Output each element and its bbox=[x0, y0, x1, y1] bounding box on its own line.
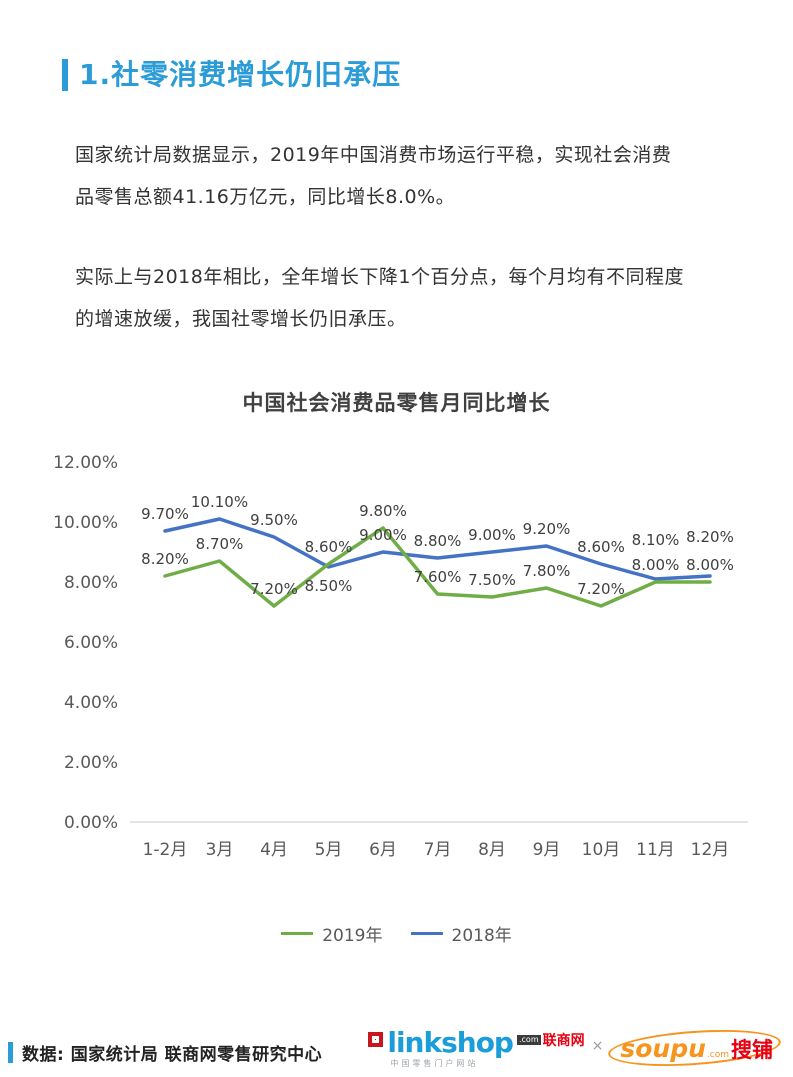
legend-item-2018: 2018年 bbox=[410, 921, 512, 946]
data-label: 9.00% bbox=[359, 526, 407, 544]
legend-swatch-2019 bbox=[281, 932, 314, 935]
data-label: 8.60% bbox=[577, 538, 625, 556]
series-line bbox=[163, 526, 712, 608]
linkshop-tagline: 中国零售门户网站 bbox=[390, 1059, 479, 1068]
data-label: 9.70% bbox=[141, 505, 189, 523]
soupu-chinese-name: 搜铺 bbox=[731, 1038, 773, 1062]
y-tick-label: 2.00% bbox=[64, 753, 118, 773]
linkshop-chinese-name: 联商网 bbox=[542, 1033, 585, 1049]
chart-title: 中国社会消费品零售月同比增长 bbox=[242, 391, 551, 415]
data-label: 9.00% bbox=[468, 526, 516, 544]
y-tick-label: 0.00% bbox=[64, 813, 118, 833]
linkshop-wordmark: linkshop bbox=[387, 1026, 514, 1059]
x-tick-label: 11月 bbox=[636, 840, 675, 860]
y-tick-label: 8.00% bbox=[64, 573, 118, 593]
chart-legend: 2019年 2018年 bbox=[0, 921, 793, 946]
legend-label-2019: 2019年 bbox=[322, 926, 383, 946]
x-tick-label: 4月 bbox=[260, 840, 288, 860]
data-label: 10.10% bbox=[191, 493, 248, 511]
page-title: 1.社零消费增长仍旧承压 bbox=[79, 58, 402, 91]
line-chart: 12.00% 10.00% 8.00% 6.00% 4.00% 2.00% 0.00% 1-2… bbox=[53, 453, 748, 860]
paragraph-2: 实际上与2018年相比，全年增长下降1个百分点，每个月均有不同程度 的增速放缓，… bbox=[75, 266, 684, 330]
data-source: 数据: 国家统计局 联商网零售研究中心 bbox=[8, 1040, 322, 1069]
logo-separator: × bbox=[591, 1038, 604, 1054]
legend-label-2018: 2018年 bbox=[451, 926, 512, 946]
linkshop-com-badge: .com bbox=[516, 1035, 541, 1045]
data-label: 7.20% bbox=[577, 580, 625, 598]
data-label: 7.20% bbox=[250, 580, 298, 598]
x-tick-label: 8月 bbox=[478, 840, 506, 860]
x-tick-label: 1-2月 bbox=[143, 840, 188, 860]
data-label: 8.00% bbox=[686, 556, 734, 574]
x-tick-label: 6月 bbox=[369, 840, 397, 860]
page-footer: 数据: 国家统计局 联商网零售研究中心 linkshop .com 联商网 中国… bbox=[0, 1025, 793, 1071]
data-label: 9.50% bbox=[250, 511, 298, 529]
y-tick-label: 6.00% bbox=[64, 633, 118, 653]
data-label: 8.20% bbox=[686, 528, 734, 546]
soupu-com-suffix: .com bbox=[706, 1050, 729, 1060]
linkshop-suffix: .com 联商网 bbox=[516, 1030, 585, 1050]
linkshop-icon bbox=[368, 1032, 384, 1047]
legend-item-2019: 2019年 bbox=[281, 921, 383, 946]
x-tick-label: 9月 bbox=[533, 840, 561, 860]
section-heading: 1.社零消费增长仍旧承压 bbox=[62, 58, 401, 92]
soupu-logo: soupu .com 搜铺 bbox=[607, 1025, 783, 1071]
brand-logos: linkshop .com 联商网 中国零售门户网站 × soupu .com … bbox=[368, 1025, 783, 1071]
data-label: 8.00% bbox=[632, 556, 680, 574]
data-label: 9.20% bbox=[523, 520, 571, 538]
source-accent-bar bbox=[8, 1042, 13, 1063]
data-label: 8.70% bbox=[196, 535, 244, 553]
soupu-wordmark: soupu bbox=[620, 1034, 706, 1063]
x-tick-label: 5月 bbox=[315, 840, 343, 860]
heading-accent-bar bbox=[62, 58, 68, 91]
data-label: 8.10% bbox=[632, 531, 680, 549]
linkshop-logo: linkshop .com 联商网 中国零售门户网站 bbox=[368, 1026, 585, 1069]
paragraph-1: 国家统计局数据显示，2019年中国消费市场运行平稳，实现社会消费 品零售总额41… bbox=[75, 144, 672, 208]
data-label: 8.80% bbox=[414, 532, 462, 550]
x-tick-label: 3月 bbox=[206, 840, 234, 860]
data-label: 9.80% bbox=[359, 502, 407, 520]
source-text: 数据: 国家统计局 联商网零售研究中心 bbox=[22, 1045, 323, 1065]
legend-swatch-2018 bbox=[410, 932, 443, 935]
x-tick-label: 7月 bbox=[424, 840, 452, 860]
data-label: 8.60% bbox=[305, 538, 353, 556]
data-label: 7.60% bbox=[414, 568, 462, 586]
data-label: 7.80% bbox=[523, 562, 571, 580]
x-tick-label: 12月 bbox=[691, 840, 730, 860]
data-label: 8.20% bbox=[141, 550, 189, 568]
series-line bbox=[163, 517, 712, 581]
data-label: 8.50% bbox=[305, 577, 353, 595]
data-label: 7.50% bbox=[468, 571, 516, 589]
y-tick-label: 10.00% bbox=[53, 513, 118, 533]
y-tick-label: 4.00% bbox=[64, 693, 118, 713]
y-tick-label: 12.00% bbox=[53, 453, 118, 473]
x-tick-label: 10月 bbox=[582, 840, 621, 860]
